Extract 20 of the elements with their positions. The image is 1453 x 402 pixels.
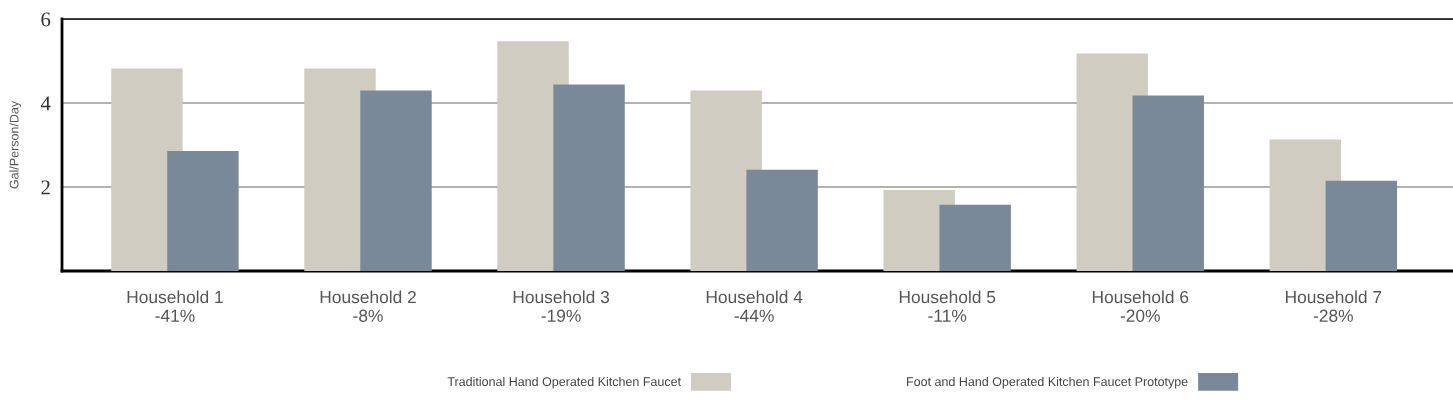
y-tick-label: 6 (41, 12, 51, 27)
x-tick-label: Household 5 -11% (899, 290, 996, 322)
bar (167, 150, 239, 271)
bar (553, 84, 625, 271)
bar (1325, 180, 1398, 271)
x-tick-label: Household 4 -44% (706, 290, 803, 322)
bar (360, 90, 432, 271)
y-tick-label: 4 (40, 96, 51, 111)
bar (1132, 95, 1204, 271)
y-tick-label: 2 (41, 180, 50, 195)
x-tick-label: Household 7 -28% (1285, 290, 1382, 322)
x-tick-label: Household 6 -20% (1092, 290, 1189, 322)
x-tick-label: Household 1 -41% (127, 290, 223, 322)
y-axis-title: Gal/Person/Day (9, 100, 22, 189)
legend-label: Foot and Hand Operated Kitchen Faucet Prototype (907, 376, 1188, 389)
x-tick-label: Household 2 -8% (320, 290, 416, 322)
legend-label: Traditional Hand Operated Kitchen Faucet (447, 376, 681, 389)
bar (939, 204, 1011, 271)
x-tick-label: Household 3 -19% (513, 290, 610, 322)
bar (746, 169, 818, 271)
